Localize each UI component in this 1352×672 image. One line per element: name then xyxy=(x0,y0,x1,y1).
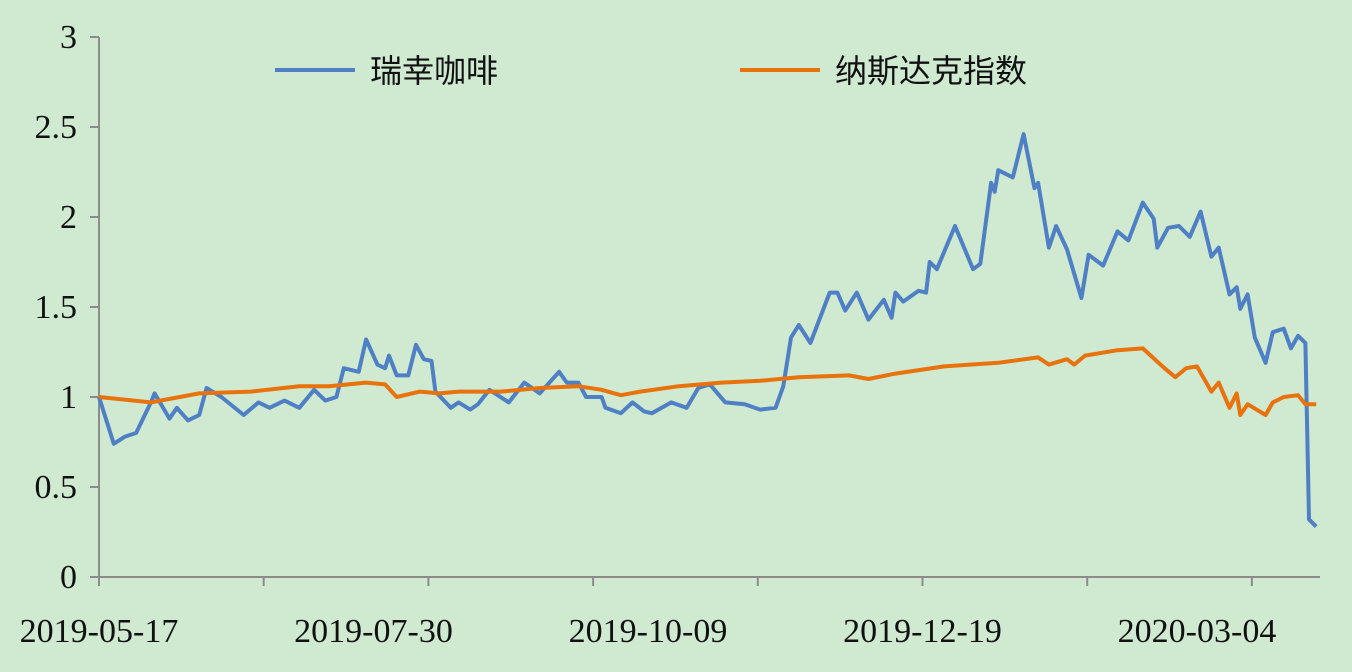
y-tick-label: 1 xyxy=(60,379,77,416)
legend-label-luckin: 瑞幸咖啡 xyxy=(370,52,498,90)
y-tick-label: 0 xyxy=(60,559,77,596)
x-tick-label: 2019-07-30 xyxy=(294,613,453,650)
y-tick-label: 3 xyxy=(60,19,77,56)
series-layer xyxy=(97,132,1318,529)
y-tick-label: 1.5 xyxy=(35,289,78,326)
legend: 瑞幸咖啡 纳斯达克指数 xyxy=(275,52,1027,90)
x-tick-label: 2019-12-19 xyxy=(843,613,1002,650)
x-tick-label: 2020-03-04 xyxy=(1118,613,1277,650)
y-tick-label: 2 xyxy=(60,199,77,236)
y-tick-label: 2.5 xyxy=(35,109,78,146)
series-line-1 xyxy=(98,346,1317,417)
axes: 0 0.5 1 1.5 2 2.5 3 2019-05-17 2019-07-30 2019-10… xyxy=(20,19,1320,650)
x-tick-label: 2019-10-09 xyxy=(569,613,728,650)
legend-label-nasdaq: 纳斯达克指数 xyxy=(835,52,1027,90)
y-tick-label: 0.5 xyxy=(35,469,78,506)
series-line-0 xyxy=(97,132,1318,529)
x-tick-label: 2019-05-17 xyxy=(20,613,179,650)
